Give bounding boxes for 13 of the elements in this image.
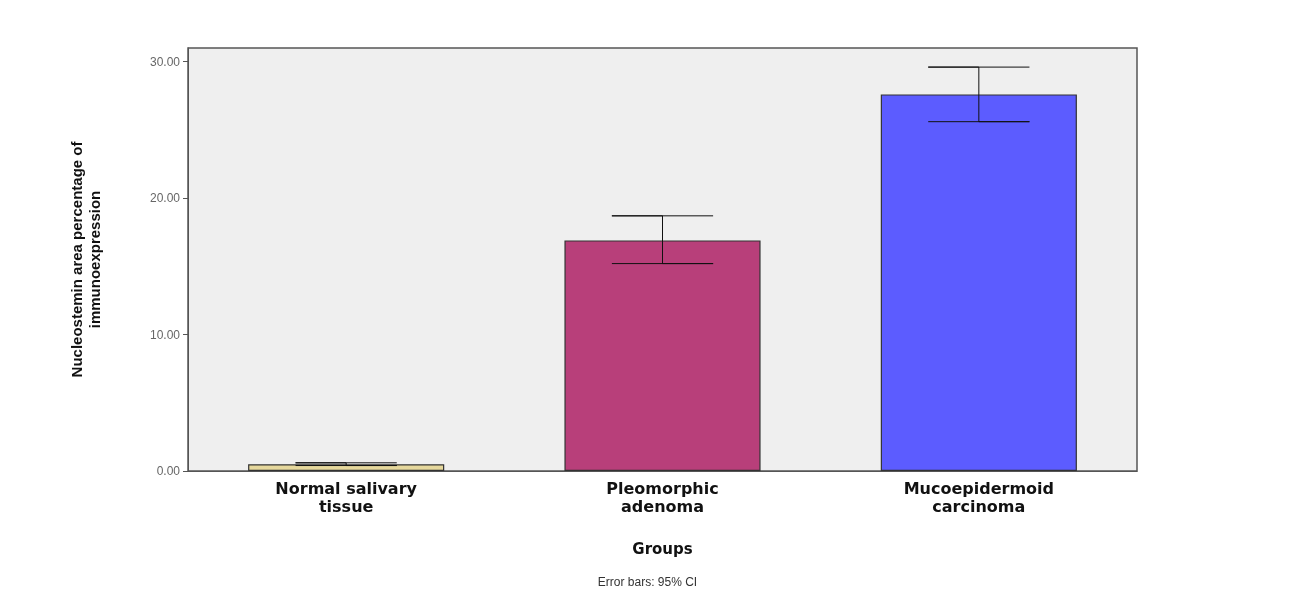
y-tick-label: 20.00 <box>149 191 181 206</box>
bar <box>880 94 1077 471</box>
bar <box>564 240 761 471</box>
y-tick-label: 0.00 <box>156 464 181 478</box>
y-axis-title: Nucleostemin area percentage of immunoexpression <box>67 140 103 378</box>
x-tick-label: Mucoepidermoid carcinoma <box>903 478 1055 516</box>
text: Error bars: 95% CI <box>597 575 698 589</box>
x-tick-label: Pleomorphic adenoma <box>606 478 719 516</box>
x-axis-title: Groups <box>632 539 693 558</box>
y-tick-label: 30.00 <box>149 54 181 69</box>
bar <box>248 464 445 471</box>
y-tick-label: 10.00 <box>149 327 181 342</box>
x-tick-label: Normal salivary tissue <box>275 478 418 516</box>
